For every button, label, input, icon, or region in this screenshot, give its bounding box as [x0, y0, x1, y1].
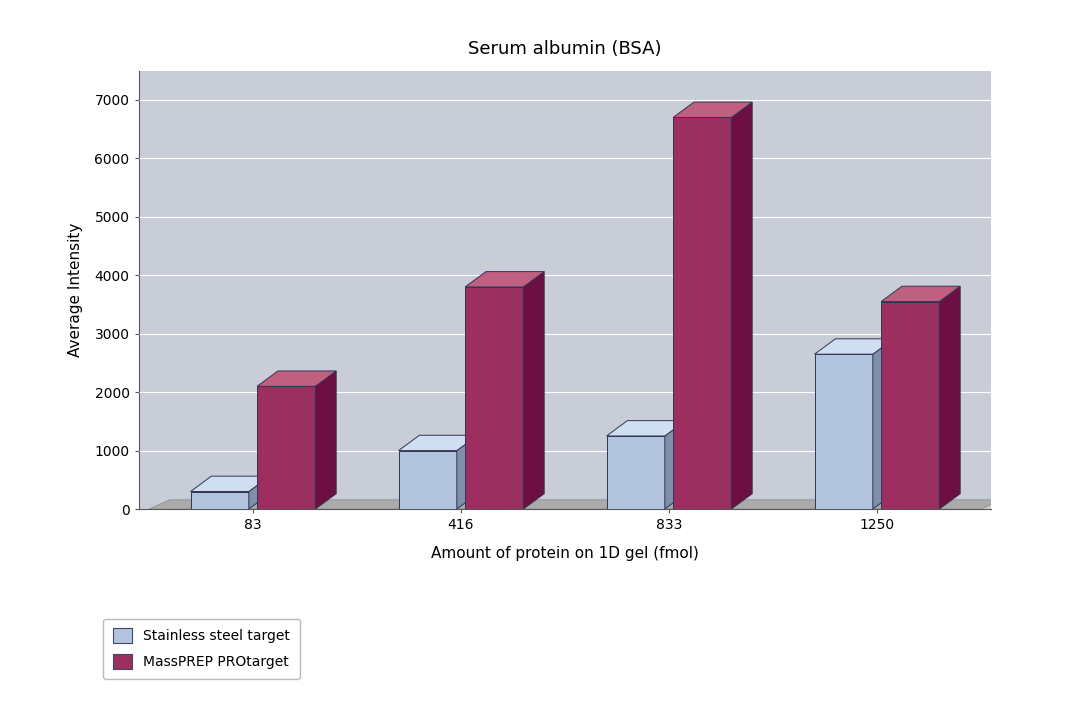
Polygon shape — [523, 271, 544, 509]
Polygon shape — [607, 421, 685, 436]
Polygon shape — [316, 371, 336, 509]
Polygon shape — [939, 286, 960, 509]
Polygon shape — [149, 500, 1002, 509]
Polygon shape — [399, 436, 478, 450]
Legend: Stainless steel target, MassPREP PROtarget: Stainless steel target, MassPREP PROtarg… — [103, 619, 300, 679]
Polygon shape — [814, 339, 893, 354]
Title: Serum albumin (BSA): Serum albumin (BSA) — [468, 40, 662, 58]
Polygon shape — [873, 339, 893, 509]
Bar — [814, 354, 873, 509]
Bar — [257, 386, 316, 509]
Bar — [673, 117, 731, 509]
Polygon shape — [731, 102, 753, 509]
Bar — [465, 287, 523, 509]
Polygon shape — [191, 477, 270, 491]
Polygon shape — [673, 102, 753, 117]
Polygon shape — [882, 286, 960, 302]
Y-axis label: Average Intensity: Average Intensity — [68, 223, 83, 357]
Bar — [607, 436, 665, 509]
Polygon shape — [248, 477, 270, 509]
Polygon shape — [665, 421, 685, 509]
Bar — [399, 450, 457, 509]
X-axis label: Amount of protein on 1D gel (fmol): Amount of protein on 1D gel (fmol) — [431, 546, 699, 561]
Bar — [191, 491, 248, 509]
Polygon shape — [257, 371, 336, 386]
Polygon shape — [465, 271, 544, 287]
Bar — [882, 302, 939, 509]
Polygon shape — [457, 436, 478, 509]
